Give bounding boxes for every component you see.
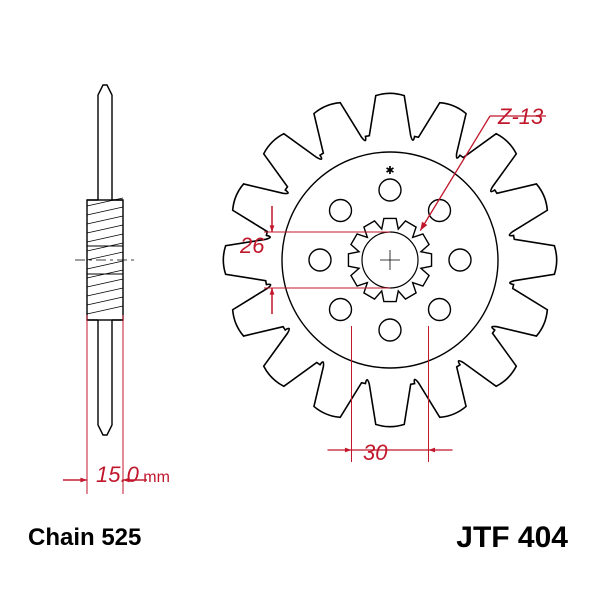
width-dim-label: 15.0 mm (96, 462, 170, 488)
width-value: 15.0 (96, 462, 139, 487)
chain-size-label: Chain 525 (28, 524, 141, 552)
width-unit: mm (139, 469, 170, 486)
part-number-label: JTF 404 (456, 521, 568, 555)
svg-text:✱: ✱ (385, 165, 394, 177)
spline-label: Z-13 (498, 104, 543, 130)
inner-diameter-label: 26 (240, 233, 264, 259)
bolt-circle-label: 30 (363, 440, 387, 466)
sprocket-side-view (75, 85, 135, 435)
drawing-canvas: ✱ (0, 0, 600, 600)
dimension-lines (63, 116, 546, 494)
sprocket-front-view: ✱ (223, 93, 556, 426)
